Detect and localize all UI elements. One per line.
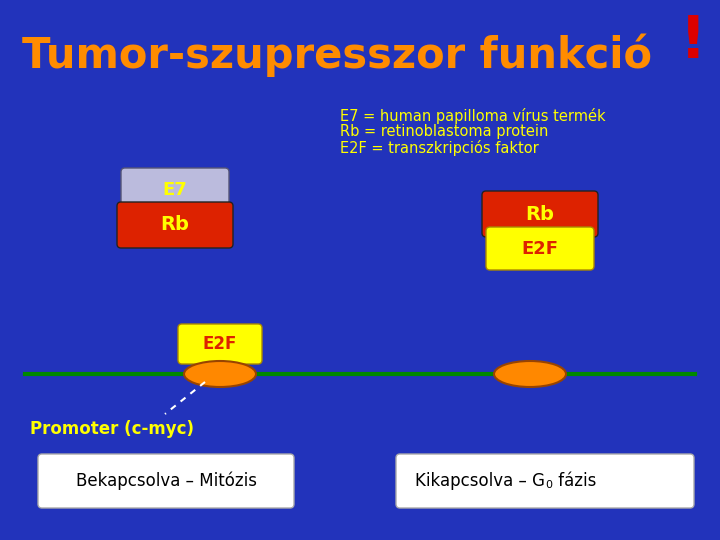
Text: Rb: Rb (161, 215, 189, 234)
Text: Bekapcsolva – Mitózis: Bekapcsolva – Mitózis (76, 472, 256, 490)
FancyBboxPatch shape (38, 454, 294, 508)
Text: fázis: fázis (553, 472, 596, 490)
FancyBboxPatch shape (396, 454, 694, 508)
Text: E7: E7 (163, 181, 187, 199)
FancyBboxPatch shape (117, 202, 233, 248)
Text: 0: 0 (545, 480, 552, 490)
Text: E2F = transzkripciós faktor: E2F = transzkripciós faktor (340, 140, 539, 156)
Ellipse shape (184, 361, 256, 387)
Text: Tumor-szupresszor funkció: Tumor-szupresszor funkció (22, 33, 652, 77)
Text: E2F: E2F (203, 335, 237, 353)
Text: E7 = human papilloma vírus termék: E7 = human papilloma vírus termék (340, 108, 606, 124)
Text: Kikapcsolva – G: Kikapcsolva – G (415, 472, 545, 490)
Text: Rb = retinoblastoma protein: Rb = retinoblastoma protein (340, 124, 549, 139)
Text: Rb: Rb (526, 205, 554, 224)
FancyBboxPatch shape (178, 324, 262, 364)
Text: !: ! (680, 14, 706, 71)
FancyBboxPatch shape (482, 191, 598, 237)
FancyBboxPatch shape (121, 168, 229, 212)
Text: E2F: E2F (521, 240, 559, 258)
Ellipse shape (494, 361, 566, 387)
Text: Promoter (c-myc): Promoter (c-myc) (30, 420, 194, 438)
FancyBboxPatch shape (486, 227, 594, 270)
